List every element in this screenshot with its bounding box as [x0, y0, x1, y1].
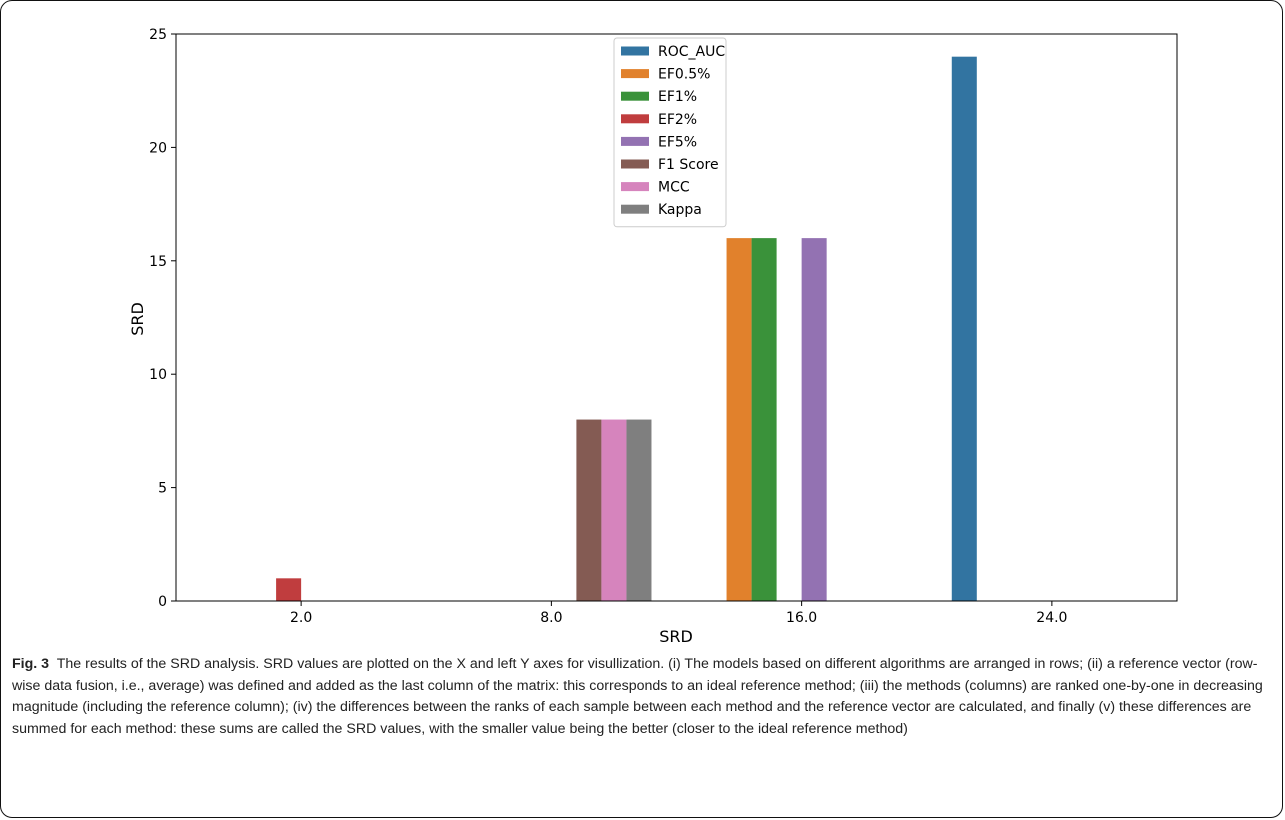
- legend-swatch-roc-auc: [621, 46, 649, 56]
- legend-swatch-mcc: [621, 182, 649, 192]
- bar-ef1--16-0: [751, 238, 777, 601]
- legend: ROC_AUC EF0.5% EF1% EF2% EF5% F1 Score MCC Kapp…: [613, 37, 727, 228]
- x-tick-label: 2.0: [290, 610, 312, 626]
- caption-text: The results of the SRD analysis. SRD val…: [12, 656, 1263, 737]
- legend-swatch-ef0-5-: [621, 69, 649, 79]
- legend-swatch-f1-score: [621, 159, 649, 169]
- x-tick-label: 16.0: [786, 610, 817, 626]
- x-axis-label: SRD: [659, 627, 693, 646]
- legend-label: EF5%: [658, 134, 697, 150]
- bar-kappa-8-0: [626, 419, 652, 601]
- y-tick-label: 0: [158, 594, 167, 610]
- legend-label: F1 Score: [658, 157, 719, 173]
- legend-label: EF1%: [658, 89, 697, 105]
- x-tick-label: 24.0: [1036, 610, 1067, 626]
- legend-label: MCC: [658, 180, 690, 196]
- legend-label: Kappa: [658, 202, 702, 218]
- legend-swatch-ef2-: [621, 114, 649, 124]
- y-tick-label: 25: [149, 27, 167, 43]
- srd-bar-chart: 0 5 10 15 20 25 2.0 8.0 16.0 24.0 SRD SRD ROC_AUC…: [128, 27, 1178, 646]
- legend-box: [613, 37, 727, 228]
- y-axis-label: SRD: [128, 302, 147, 336]
- bar-ef0-5--16-0: [726, 238, 752, 601]
- legend-label: EF2%: [658, 112, 697, 128]
- y-tick-label: 5: [158, 481, 167, 497]
- y-tick-label: 20: [149, 140, 167, 156]
- legend-label: ROC_AUC: [658, 44, 725, 60]
- figure-caption: Fig. 3 The results of the SRD analysis. …: [12, 654, 1270, 740]
- bar-roc-auc-24-0: [951, 56, 977, 602]
- legend-swatch-ef1-: [621, 91, 649, 101]
- axes-layer: 0 5 10 15 20 25 2.0 8.0 16.0 24.0: [149, 27, 1178, 626]
- caption-label: Fig. 3: [12, 656, 50, 672]
- bar-ef5--16-0: [801, 238, 827, 601]
- bars-layer: [276, 56, 977, 602]
- bar-mcc-8-0: [601, 419, 627, 601]
- legend-swatch-kappa: [621, 204, 649, 214]
- y-tick-label: 15: [149, 254, 167, 270]
- y-tick-label: 10: [149, 367, 167, 383]
- bar-ef2--2-0: [276, 578, 302, 601]
- legend-swatch-ef5-: [621, 136, 649, 146]
- legend-label: EF0.5%: [658, 67, 710, 83]
- plot-area-frame: [175, 33, 1178, 602]
- bar-f1-score-8-0: [576, 419, 602, 601]
- x-tick-label: 8.0: [540, 610, 562, 626]
